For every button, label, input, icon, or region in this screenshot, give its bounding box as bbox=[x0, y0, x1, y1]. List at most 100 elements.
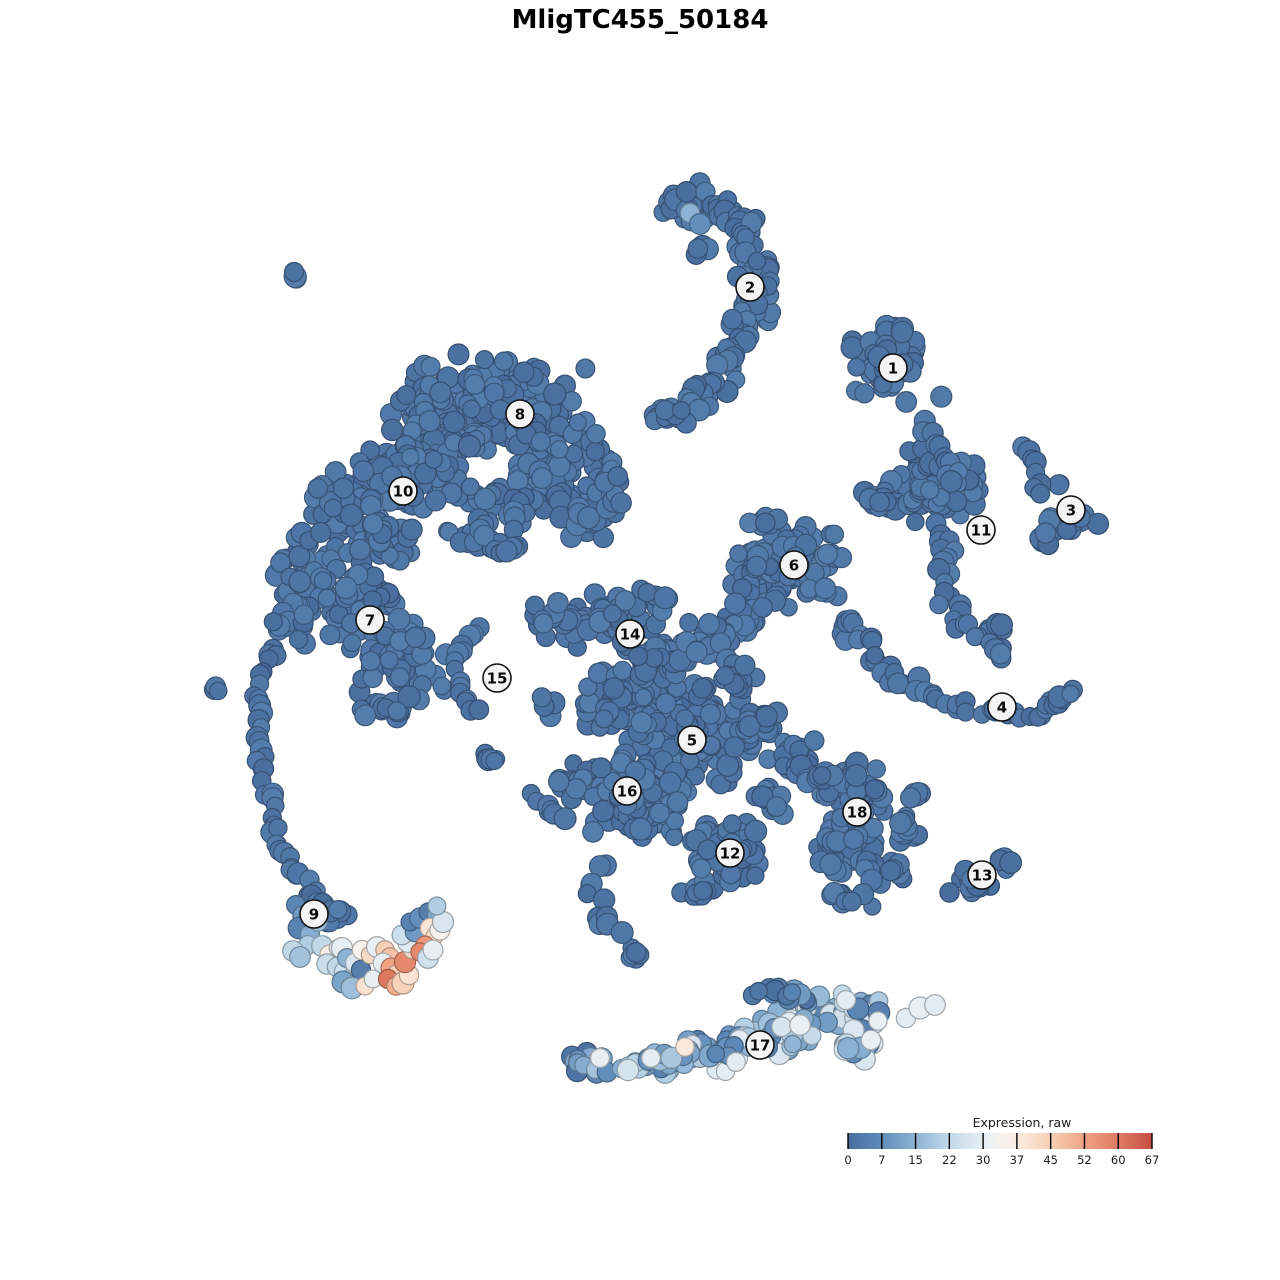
data-point bbox=[553, 807, 577, 831]
data-point bbox=[468, 699, 490, 720]
data-point bbox=[576, 506, 601, 530]
data-point bbox=[397, 685, 421, 709]
data-point bbox=[512, 361, 535, 383]
data-point bbox=[533, 613, 554, 634]
legend-tick-label: 15 bbox=[908, 1153, 923, 1167]
data-point bbox=[649, 802, 670, 824]
cluster-badge bbox=[482, 663, 512, 693]
cluster-badge bbox=[735, 272, 765, 302]
data-point bbox=[729, 544, 748, 563]
data-point bbox=[880, 860, 902, 882]
cluster-3-points bbox=[1012, 436, 1110, 556]
cluster-badge bbox=[987, 692, 1017, 722]
data-point bbox=[641, 1048, 661, 1068]
data-point bbox=[824, 524, 845, 545]
data-point bbox=[841, 891, 862, 912]
data-point bbox=[310, 521, 332, 543]
data-point bbox=[989, 643, 1012, 665]
data-point bbox=[543, 382, 567, 406]
cluster-label-17: 17 bbox=[745, 1030, 775, 1060]
data-point bbox=[289, 946, 311, 968]
data-point bbox=[531, 687, 552, 708]
cluster-label-7: 7 bbox=[355, 605, 385, 635]
data-point bbox=[754, 512, 776, 534]
cluster-6-points bbox=[716, 506, 853, 644]
data-point bbox=[319, 624, 341, 646]
data-point bbox=[549, 440, 569, 459]
data-point bbox=[847, 357, 866, 377]
data-point bbox=[716, 753, 740, 777]
data-point bbox=[288, 570, 312, 593]
cluster-label-11: 11 bbox=[966, 515, 996, 545]
data-point bbox=[812, 765, 832, 785]
data-point bbox=[929, 594, 949, 615]
data-point bbox=[723, 736, 746, 758]
cluster-2-points bbox=[643, 172, 782, 434]
data-point bbox=[317, 588, 337, 608]
data-point bbox=[691, 677, 713, 699]
cluster-label-1: 1 bbox=[878, 353, 908, 383]
data-point bbox=[743, 819, 768, 843]
data-point bbox=[905, 512, 925, 532]
data-point bbox=[844, 764, 868, 788]
data-point bbox=[432, 676, 452, 696]
data-point bbox=[687, 238, 709, 259]
cluster-label-8: 8 bbox=[505, 399, 535, 429]
data-point bbox=[288, 545, 311, 568]
data-point bbox=[379, 650, 399, 670]
data-point bbox=[362, 667, 383, 689]
cluster-label-5: 5 bbox=[677, 725, 707, 755]
data-point bbox=[418, 410, 441, 433]
data-point bbox=[989, 613, 1013, 637]
cluster-number: 11 bbox=[971, 522, 992, 540]
data-point bbox=[334, 576, 358, 600]
cluster-label-3: 3 bbox=[1056, 495, 1086, 525]
data-point bbox=[752, 597, 774, 618]
data-point bbox=[354, 704, 377, 727]
cluster-badge bbox=[612, 776, 642, 806]
data-point bbox=[655, 692, 677, 715]
data-point bbox=[835, 989, 857, 1011]
data-point bbox=[860, 1029, 882, 1051]
cluster-17-points bbox=[560, 977, 946, 1084]
data-point bbox=[457, 434, 481, 458]
chart-title: MligTC455_50184 bbox=[512, 5, 769, 35]
data-point bbox=[722, 814, 742, 834]
data-point bbox=[816, 543, 839, 565]
data-point bbox=[328, 900, 348, 920]
data-point bbox=[783, 1034, 802, 1054]
data-point bbox=[675, 709, 695, 728]
data-point bbox=[746, 866, 765, 885]
cluster-label-10: 10 bbox=[388, 476, 418, 506]
cluster-badge bbox=[967, 860, 997, 890]
data-point bbox=[612, 660, 633, 681]
data-point bbox=[930, 385, 953, 408]
cluster-1-points bbox=[840, 314, 953, 413]
cluster-stray-a-points bbox=[283, 261, 307, 289]
data-point bbox=[602, 677, 625, 700]
cluster-badge bbox=[505, 399, 535, 429]
data-point bbox=[547, 591, 569, 614]
data-point bbox=[313, 571, 333, 590]
cluster-badge bbox=[299, 899, 329, 929]
data-point bbox=[442, 410, 466, 434]
data-point bbox=[1048, 474, 1070, 496]
data-point bbox=[427, 896, 447, 916]
cluster-number: 18 bbox=[847, 804, 868, 822]
cluster-number: 5 bbox=[687, 732, 697, 750]
data-point bbox=[697, 839, 718, 860]
data-point bbox=[404, 626, 427, 649]
data-point bbox=[616, 1058, 640, 1082]
data-point bbox=[387, 607, 411, 631]
legend-tick-label: 52 bbox=[1077, 1153, 1092, 1167]
data-point bbox=[939, 469, 963, 493]
cluster-number: 10 bbox=[393, 483, 414, 501]
data-point bbox=[660, 1046, 683, 1070]
data-point bbox=[349, 538, 371, 561]
data-point bbox=[819, 852, 842, 876]
data-point bbox=[766, 796, 787, 817]
data-point bbox=[592, 800, 615, 823]
